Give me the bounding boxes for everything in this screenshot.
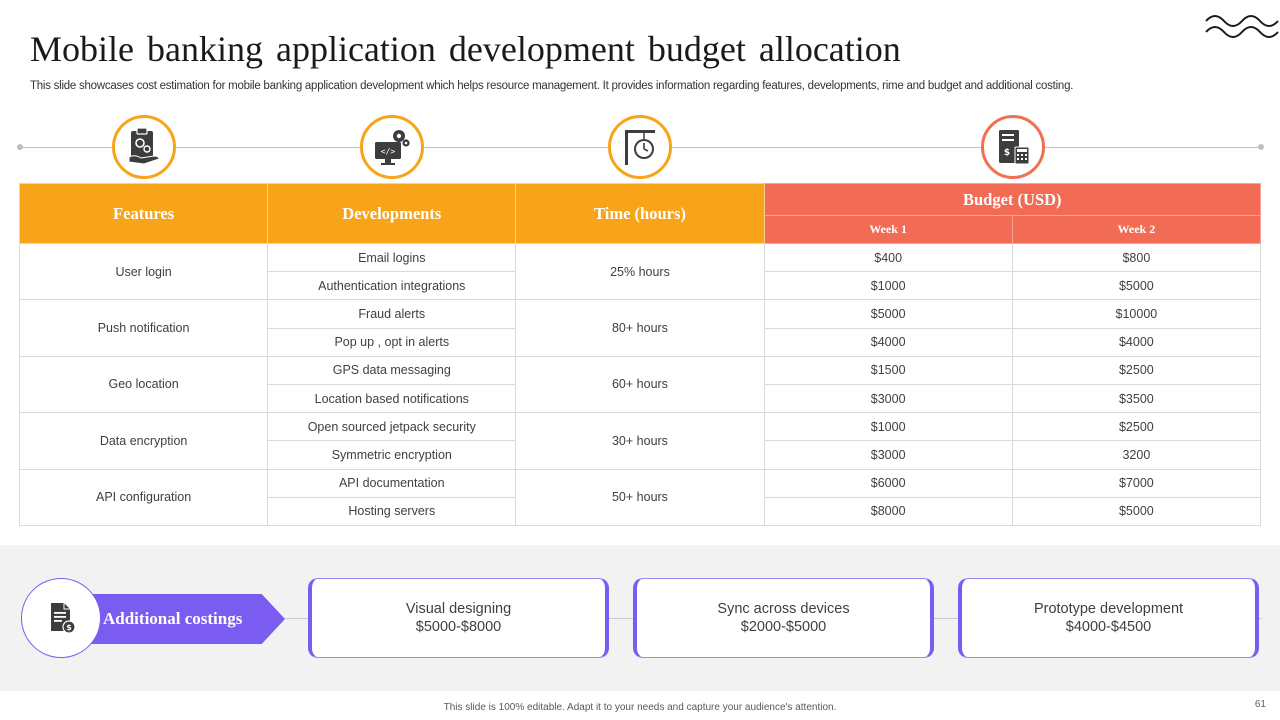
- footer-note: This slide is 100% editable. Adapt it to…: [443, 702, 837, 713]
- table-row: Symmetric encryption $3000 3200: [20, 440, 1262, 470]
- table-row: Location based notifications $3000 $3500: [20, 383, 1262, 414]
- development-cell: Email logins: [267, 242, 517, 273]
- header-week2: Week 2: [1011, 215, 1262, 244]
- time-cell: 25% hours: [515, 242, 765, 301]
- clipboard-gear-icon: [112, 115, 176, 179]
- week1-cell: $5000: [763, 299, 1013, 329]
- cost-card-range: $5000-$8000: [415, 619, 502, 635]
- table-row: Geo location GPS data messaging 60+ hour…: [18, 355, 1262, 414]
- budget-table: Features Developments Time (hours) Budge…: [18, 183, 1262, 527]
- week1-cell: $8000: [763, 496, 1013, 527]
- cost-card-range: $4000-$4500: [1065, 619, 1152, 635]
- additional-costings-label: Additional costings: [91, 594, 285, 644]
- wave-decoration-icon: [1205, 15, 1279, 38]
- cost-card-visual-designing: Visual designing $5000-$8000: [308, 578, 609, 658]
- header-budget: Budget (USD): [763, 183, 1262, 216]
- week1-cell: $3000: [763, 383, 1013, 414]
- cost-card-range: $2000-$5000: [740, 619, 827, 635]
- week2-cell: $4000: [1011, 327, 1262, 357]
- header-developments: Developments: [267, 183, 517, 244]
- timeline-dot-end: [1258, 144, 1264, 150]
- table-row: Push notification Fraud alerts 80+ hours…: [18, 299, 1262, 357]
- development-cell: Authentication integrations: [267, 271, 517, 301]
- table-row: Authentication integrations $1000 $5000: [20, 271, 1262, 301]
- week2-cell: 3200: [1011, 440, 1262, 470]
- week2-cell: $2500: [1011, 355, 1262, 385]
- week1-cell: $400: [763, 242, 1013, 273]
- header-time: Time (hours): [515, 183, 765, 244]
- svg-text:$: $: [1004, 148, 1010, 158]
- table-row: API configuration API documentation 50+ …: [18, 468, 1262, 526]
- time-cell: 60+ hours: [515, 355, 765, 414]
- week1-cell: $4000: [763, 327, 1013, 357]
- cost-card-name: Sync across devices: [717, 601, 850, 617]
- development-cell: Fraud alerts: [267, 299, 517, 329]
- week2-cell: $10000: [1011, 299, 1262, 329]
- signpost-clock-icon: [608, 115, 672, 179]
- header-features: Features: [18, 183, 269, 244]
- page-title: Mobile banking application development b…: [30, 29, 901, 69]
- page-subtitle: This slide showcases cost estimation for…: [30, 80, 1074, 92]
- development-cell: Pop up , opt in alerts: [267, 327, 517, 357]
- development-cell: Open sourced jetpack security: [267, 412, 517, 442]
- week2-cell: $800: [1011, 242, 1262, 273]
- time-cell: 80+ hours: [515, 299, 765, 357]
- cost-card-sync-across-devices: Sync across devices $2000-$5000: [633, 578, 934, 658]
- svg-text:</>: </>: [381, 147, 396, 156]
- timeline-dot-start: [17, 144, 23, 150]
- time-cell: 50+ hours: [515, 468, 765, 526]
- header-week1: Week 1: [763, 215, 1013, 244]
- week2-cell: $5000: [1011, 271, 1262, 301]
- feature-cell: Geo location: [18, 355, 269, 414]
- development-cell: API documentation: [267, 468, 517, 498]
- time-cell: 30+ hours: [515, 412, 765, 470]
- svg-text:$: $: [66, 623, 72, 632]
- cost-card-name: Prototype development: [1033, 601, 1184, 617]
- cost-card-name: Visual designing: [405, 601, 512, 617]
- feature-cell: User login: [18, 242, 269, 301]
- week1-cell: $1500: [763, 355, 1013, 385]
- week2-cell: $7000: [1011, 468, 1262, 498]
- week1-cell: $3000: [763, 440, 1013, 470]
- table-row: Data encryption Open sourced jetpack sec…: [18, 412, 1262, 470]
- cost-card-prototype-development: Prototype development $4000-$4500: [958, 578, 1259, 658]
- page-number: 61: [1254, 699, 1266, 710]
- week1-cell: $1000: [763, 412, 1013, 442]
- code-monitor-icon: </>: [360, 115, 424, 179]
- document-dollar-icon: $: [21, 578, 101, 658]
- development-cell: Location based notifications: [267, 383, 517, 414]
- week1-cell: $1000: [763, 271, 1013, 301]
- week2-cell: $2500: [1011, 412, 1262, 442]
- table-row: Hosting servers $8000 $5000: [20, 496, 1262, 527]
- calculator-receipt-icon: $: [981, 115, 1045, 179]
- feature-cell: Push notification: [18, 299, 269, 357]
- table-row: User login Email logins 25% hours $400 $…: [18, 242, 1262, 301]
- feature-cell: Data encryption: [18, 412, 269, 470]
- development-cell: GPS data messaging: [267, 355, 517, 385]
- week2-cell: $3500: [1011, 383, 1262, 414]
- development-cell: Hosting servers: [267, 496, 517, 527]
- development-cell: Symmetric encryption: [267, 440, 517, 470]
- week1-cell: $6000: [763, 468, 1013, 498]
- feature-cell: API configuration: [18, 468, 269, 526]
- week2-cell: $5000: [1011, 496, 1262, 527]
